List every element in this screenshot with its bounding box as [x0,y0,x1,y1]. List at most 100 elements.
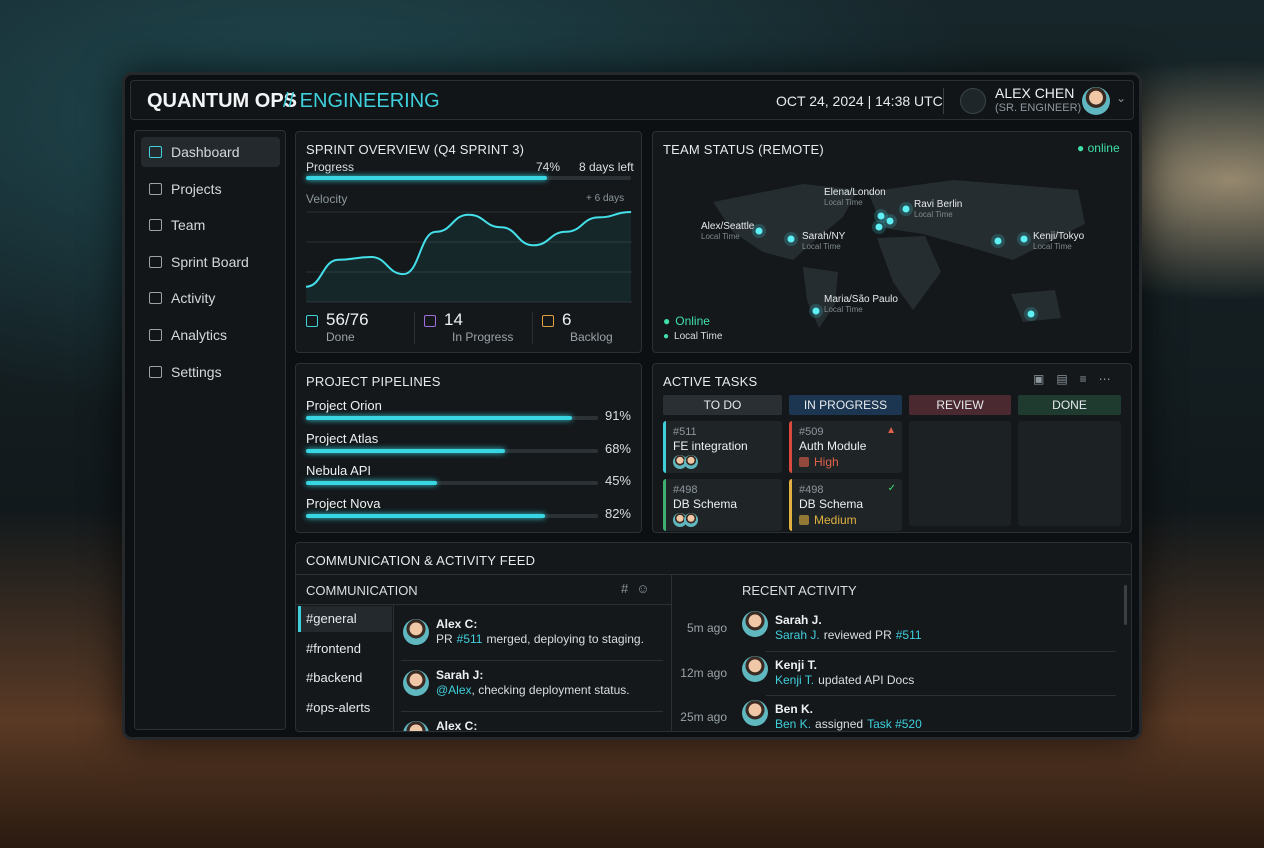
activity-time: 12m ago [680,665,727,680]
activity-text: Ben K. assigned Task #520 [775,717,922,731]
progress-text: 74% [536,160,561,174]
stat-value: 14 [444,310,463,329]
stat-label: Done [326,330,355,344]
pipeline-pct: 45% [604,473,631,488]
member-name: Sarah/NY [802,231,846,242]
divider [393,604,394,731]
task-id: #511 [673,426,697,438]
velocity-label: Velocity [306,192,348,206]
channel[interactable]: #general [306,611,357,626]
section-title: COMMUNICATION [306,583,418,598]
divider [766,695,1116,696]
project-name: Project Nova [306,495,381,511]
priority-icon [799,457,809,467]
status-icon: ▲ [886,425,896,436]
priority: Medium [814,513,857,527]
nav-label: Settings [171,363,222,380]
priority: High [814,455,839,469]
message-link[interactable]: #511 [456,632,483,646]
message-post: merged, deploying to staging. [486,632,644,646]
task-card[interactable]: #498 DB Schema [663,479,782,531]
message-avatar [403,670,429,696]
message-link[interactable]: @Alex [436,683,472,697]
activity-target[interactable]: #511 [895,628,922,642]
tasks-panel: ACTIVE TASKS ▣▤≡⋯ TO DO #511 FE integratio… [652,363,1132,533]
online-dot [812,307,820,315]
member-time: Local Time [914,210,953,219]
activity-actor[interactable]: Sarah J. [775,628,820,642]
panel-title: SPRINT OVERVIEW (Q4 SPRINT 3) [306,142,525,157]
status-text: online [1087,141,1120,155]
nav-item[interactable]: Sprint Board [141,247,280,277]
user-avatar[interactable] [1082,87,1110,115]
empty-column [1018,421,1121,526]
column-header: IN PROGRESS [789,395,902,415]
assignee-avatar [673,455,687,469]
channel[interactable]: #frontend [306,640,361,656]
activity-action: reviewed PR [823,628,892,642]
activity-text: Kenji T. updated API Docs [775,673,918,687]
velocity-chart [306,211,632,303]
divider [766,650,1116,652]
activity-actor[interactable]: Kenji T. [775,672,815,687]
nav-label: Analytics [171,327,228,343]
panel-title: TEAM STATUS (REMOTE) [663,142,824,157]
legend-dot: ● [663,314,671,328]
activity-avatar [742,611,768,637]
message-author: Alex C: [436,719,478,732]
dropdown-caret[interactable]: ⌄ [1116,91,1127,105]
nav-label: Activity [171,290,216,307]
task-card[interactable]: #509 Auth Module High ▲ [789,421,902,473]
divider [943,88,944,114]
nav-item[interactable]: Projects [141,174,280,204]
nav-icon [149,329,162,341]
pipeline-pct: 91% [604,408,631,423]
member-time: Local Time [802,242,841,251]
activity-actor[interactable]: Ben K. [775,717,812,731]
online-dot [886,217,894,225]
comm-tools[interactable]: #☺ [621,581,658,596]
pipeline-track [306,513,598,518]
nav-item[interactable]: Activity [141,283,280,313]
datetime: OCT 24, 2024 | 14:38 UTC [776,93,943,109]
pipelines-panel: PROJECT PIPELINES Project Orion 91% Projec… [295,363,642,533]
pipeline-track [306,416,598,420]
nav-icon [149,255,162,268]
task-card[interactable]: #498 DB Schema Medium ✓ [789,479,902,531]
velocity-note: + 6 days [586,193,625,204]
divider [401,660,663,661]
nav-item[interactable]: Analytics [141,320,280,350]
pipeline-bar [306,513,546,518]
continent [803,267,838,328]
channel[interactable]: #ops-alerts [306,699,371,715]
clock-button[interactable] [960,88,986,114]
toolbar[interactable]: ▣▤≡⋯ [1033,372,1123,386]
pipeline-track [306,481,598,485]
stat-value: 6 [562,310,572,329]
activity-name: Kenji T. [775,657,818,672]
assignee-avatar [684,455,698,469]
monitor: QUANTUM OPS // ENGINEERING OCT 24, 2024 … [122,72,1142,740]
divider [671,574,672,731]
task-title: FE integration [673,439,748,453]
nav-item[interactable]: Settings [141,357,280,387]
legend-dot: ● [663,331,670,342]
message-text: PR #511 merged, deploying to staging. [436,632,644,646]
nav-label: Dashboard [171,144,240,160]
task-card[interactable]: #511 FE integration [663,421,782,473]
velocity-glow [306,212,631,302]
channel[interactable]: #backend [306,670,363,685]
stat-label: In Progress [452,330,514,344]
scrollbar [1124,585,1127,625]
message-author: Alex C: [436,617,478,631]
pipeline-bar [306,481,438,485]
nav-item[interactable]: Team [141,210,280,240]
column-header: TO DO [663,395,782,415]
task-id: #509 [799,426,824,438]
nav-label: Sprint Board [171,253,249,270]
nav-item[interactable]: Dashboard [141,137,280,167]
team-panel: TEAM STATUS (REMOTE) ● online Elena/Lond… [652,131,1132,353]
activity-target[interactable]: Task #520 [867,717,922,731]
message-text: @Alex, checking deployment status. [436,683,630,697]
continent [868,180,1085,260]
